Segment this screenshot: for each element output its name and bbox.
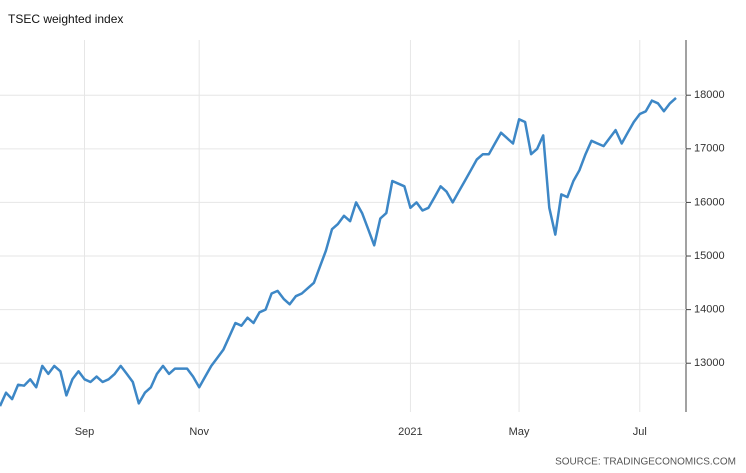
y-tick-label: 16000 — [694, 196, 725, 208]
x-tick-label: Sep — [75, 426, 95, 438]
x-tick-label: 2021 — [398, 426, 422, 438]
x-tick-label: Jul — [633, 426, 647, 438]
y-tick-label: 18000 — [694, 89, 725, 101]
chart-title: TSEC weighted index — [8, 12, 123, 26]
y-tick-label: 17000 — [694, 143, 725, 155]
x-tick-label: May — [509, 426, 530, 438]
y-tick-label: 14000 — [694, 304, 725, 316]
x-tick-label: Nov — [189, 426, 209, 438]
source: SOURCE: TRADINGECONOMICS.COM — [555, 457, 736, 468]
line — [0, 96, 677, 407]
y-tick-label: 15000 — [694, 250, 725, 262]
y-tick-label: 13000 — [694, 357, 725, 369]
